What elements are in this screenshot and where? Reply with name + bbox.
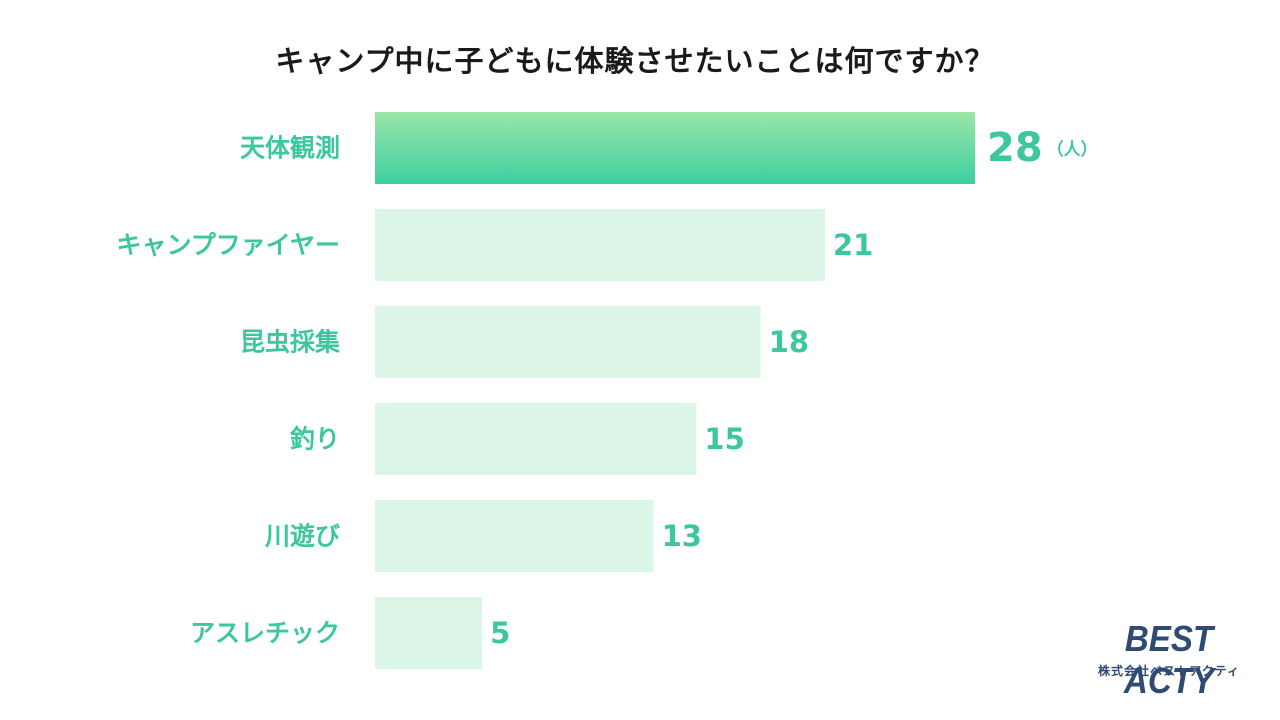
bar-4 xyxy=(375,500,654,572)
logo-wordmark: BEST ACTY xyxy=(1123,618,1215,701)
category-label-4: 川遊び xyxy=(265,522,340,551)
bar-0 xyxy=(375,112,975,184)
category-label-0: 天体観測 xyxy=(240,134,340,163)
logo-company-name: 株式会社ベストアクティ xyxy=(1098,664,1240,678)
bar-3 xyxy=(375,403,697,475)
value-label-3: 15 xyxy=(704,422,744,456)
bar-5 xyxy=(375,597,483,669)
value-label-5: 5 xyxy=(490,616,510,650)
category-label-5: アスレチック xyxy=(190,619,340,648)
category-label-3: 釣り xyxy=(290,425,340,454)
bars-group: 天体観測 28 （人） キャンプファイヤー 21 昆虫採集 18 釣り 15 川遊び 13 アスレチッ… xyxy=(116,112,1098,669)
bar-1 xyxy=(375,209,825,281)
value-label-1: 21 xyxy=(833,228,873,262)
bar-2 xyxy=(375,306,761,378)
value-label-2: 18 xyxy=(769,325,809,359)
category-label-2: 昆虫採集 xyxy=(240,328,341,357)
value-label-4: 13 xyxy=(662,519,702,553)
category-label-1: キャンプファイヤー xyxy=(116,231,340,260)
value-label-0: 28 xyxy=(987,125,1043,171)
chart-title: キャンプ中に子どもに体験させたいことは何ですか？ xyxy=(275,44,995,78)
company-logo: BEST ACTY 株式会社ベストアクティ xyxy=(1062,618,1272,701)
unit-label: （人） xyxy=(1047,139,1098,160)
